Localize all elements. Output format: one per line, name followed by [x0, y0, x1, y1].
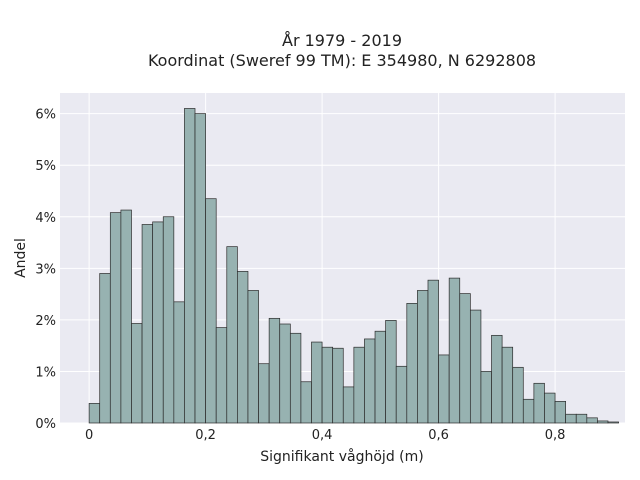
- histogram-bar: [501, 346, 514, 424]
- y-tick-label: 6%: [35, 108, 56, 123]
- histogram-bar: [522, 398, 535, 424]
- histogram-bar: [480, 371, 492, 424]
- histogram-bar: [237, 271, 249, 424]
- histogram-bar: [194, 113, 206, 424]
- histogram-bar: [226, 246, 238, 424]
- histogram-bar: [575, 413, 588, 424]
- histogram-bar: [554, 400, 566, 424]
- histogram-bar: [279, 323, 291, 424]
- histogram-bar: [120, 209, 132, 424]
- histogram-bar: [258, 363, 270, 424]
- y-axis-ticks: 0% 1% 2% 3% 4% 5% 6%: [35, 108, 56, 432]
- histogram-bar: [512, 366, 524, 424]
- histogram-bar: [417, 290, 429, 424]
- histogram-bar: [162, 216, 175, 424]
- histogram-bar: [448, 277, 461, 424]
- histogram-bar: [565, 413, 577, 424]
- histogram-bar: [173, 301, 185, 424]
- y-tick-label: 5%: [35, 159, 56, 174]
- histogram-bar: [247, 290, 259, 424]
- x-axis-ticks: 0 0,2 0,4 0,6 0,8: [85, 428, 565, 443]
- chart-title-line-1: År 1979 - 2019: [282, 31, 402, 50]
- x-tick-label: 0,4: [312, 428, 333, 443]
- histogram-bar: [438, 354, 450, 424]
- histogram-bar: [99, 273, 111, 424]
- chart-title-line-2: Koordinat (Sweref 99 TM): E 354980, N 62…: [148, 51, 536, 70]
- x-tick-label: 0,6: [428, 428, 449, 443]
- y-tick-label: 1%: [35, 365, 56, 380]
- histogram-bar: [184, 108, 196, 424]
- histogram-bar: [406, 303, 418, 424]
- histogram-bar: [300, 381, 312, 424]
- histogram-bars: [88, 108, 619, 424]
- histogram-bar: [586, 417, 598, 424]
- histogram-bar: [332, 347, 344, 424]
- histogram-bar: [205, 198, 217, 424]
- y-tick-label: 3%: [35, 262, 56, 277]
- y-tick-label: 2%: [35, 314, 56, 329]
- histogram-bar: [321, 346, 334, 424]
- y-tick-label: 0%: [35, 417, 56, 432]
- x-tick-label: 0,8: [545, 428, 566, 443]
- histogram-bar: [268, 317, 281, 424]
- x-tick-label: 0: [85, 428, 93, 443]
- y-tick-label: 4%: [35, 211, 56, 226]
- histogram-bar: [353, 346, 365, 424]
- histogram-bar: [311, 341, 323, 424]
- histogram-bar: [469, 309, 482, 424]
- histogram-bar: [215, 327, 228, 424]
- histogram-bar: [342, 386, 355, 424]
- histogram-bar: [427, 279, 439, 424]
- histogram-bar: [109, 212, 122, 424]
- histogram-bar: [131, 323, 143, 424]
- histogram-bar: [544, 392, 556, 424]
- histogram-bar: [385, 320, 397, 424]
- x-tick-label: 0,2: [195, 428, 216, 443]
- histogram-bar: [88, 403, 101, 424]
- y-axis-label: Andel: [13, 238, 29, 278]
- histogram-bar: [364, 338, 376, 424]
- histogram-bar: [152, 221, 164, 424]
- histogram-bar: [533, 382, 545, 424]
- histogram-bar: [607, 421, 619, 424]
- histogram-bar: [597, 420, 609, 424]
- histogram-bar: [491, 334, 503, 424]
- histogram-bar: [395, 365, 408, 424]
- histogram-bar: [289, 332, 302, 424]
- histogram-bar: [141, 224, 154, 424]
- histogram-bar: [459, 293, 471, 424]
- x-axis-label: Signifikant våghöjd (m): [260, 448, 423, 465]
- histogram-bar: [374, 330, 386, 424]
